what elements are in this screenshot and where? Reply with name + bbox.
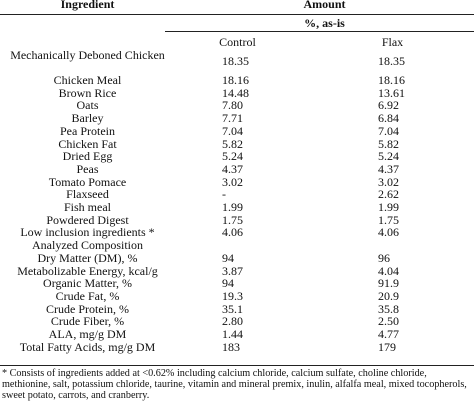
control-value: 7.80 — [222, 98, 243, 113]
control-value: 18.35 — [222, 54, 249, 68]
control-value: 4.37 — [222, 161, 243, 176]
flax-value: 4.06 — [378, 225, 399, 240]
control-value: 94 — [222, 250, 234, 265]
control-value: 14.48 — [222, 85, 249, 100]
row-label: Low inclusion ingredients * — [20, 225, 155, 240]
flax-value: 7.04 — [378, 123, 399, 138]
flax-value: 4.37 — [378, 161, 399, 176]
flax-value: 6.84 — [378, 111, 399, 126]
row-label: Dried Egg — [62, 149, 113, 164]
rule — [0, 14, 474, 15]
control-value: - — [222, 187, 226, 202]
row-label: Pea Protein — [60, 123, 115, 138]
flax-value: 4.77 — [378, 327, 399, 341]
control-value: 7.71 — [222, 111, 243, 126]
rule — [165, 31, 474, 32]
flax-value: 20.9 — [378, 288, 399, 303]
control-value: 7.04 — [222, 123, 243, 138]
flax-value: 2.50 — [378, 314, 399, 329]
control-value: 3.87 — [222, 263, 243, 278]
row-label: Oats — [76, 98, 99, 113]
row-label: Flaxseed — [66, 187, 109, 202]
control-value: 35.1 — [222, 301, 243, 316]
row-label: Barley — [71, 111, 104, 126]
row-label: Total Fatty Acids, mg/g DM — [19, 339, 156, 354]
header-ingredient: Ingredient — [60, 0, 115, 11]
header-amount: Amount — [303, 0, 346, 11]
row-label: Mechanically Deboned Chicken — [10, 48, 165, 62]
control-value: 1.75 — [222, 212, 243, 227]
row-label: Dry Matter (DM), % — [37, 250, 138, 265]
flax-value: 96 — [378, 250, 390, 265]
flax-value: 2.62 — [378, 187, 399, 202]
control-value: 183 — [222, 339, 240, 354]
header-control: Control — [219, 35, 256, 49]
flax-value: 1.75 — [378, 212, 399, 227]
header-unit: %, as-is — [304, 16, 345, 30]
flax-value: 179 — [378, 339, 396, 354]
control-value: 5.82 — [222, 136, 243, 151]
row-label: Crude Protein, % — [46, 301, 129, 316]
flax-value: 4.04 — [378, 263, 399, 278]
header-flax: Flax — [381, 35, 404, 49]
control-value: 94 — [222, 276, 234, 291]
row-label: Fish meal — [64, 200, 111, 214]
row-label: Analyzed Composition — [32, 238, 143, 253]
control-value: 19.3 — [222, 288, 243, 303]
control-value: 1.99 — [222, 200, 243, 214]
footnote: * Consists of ingredients added at <0.62… — [2, 368, 467, 401]
row-label: ALA, mg/g DM — [48, 327, 127, 341]
rule — [0, 365, 474, 366]
control-value: 18.16 — [222, 73, 249, 87]
row-label: Crude Fat, % — [55, 288, 120, 303]
row-label: Chicken Meal — [53, 73, 122, 87]
flax-value: 35.8 — [378, 301, 399, 316]
row-label: Powdered Digest — [46, 212, 129, 227]
row-label: Tomato Pomace — [48, 174, 127, 189]
control-value: 4.06 — [222, 225, 243, 240]
row-label: Crude Fiber, % — [50, 314, 125, 329]
flax-value: 13.61 — [378, 85, 405, 100]
row-label: Metabolizable Energy, kcal/g — [17, 263, 158, 278]
row-label: Brown Rice — [58, 85, 117, 100]
row-label: Organic Matter, % — [43, 276, 132, 291]
control-value: 1.44 — [222, 327, 243, 341]
flax-value: 5.24 — [378, 149, 399, 164]
row-label: Peas — [76, 161, 99, 176]
flax-value: 1.99 — [378, 200, 399, 214]
flax-value: 18.35 — [378, 54, 405, 68]
flax-value: 6.92 — [378, 98, 399, 113]
control-value: 2.80 — [222, 314, 243, 329]
row-label: Chicken Fat — [58, 136, 117, 151]
flax-value: 18.16 — [378, 73, 405, 87]
flax-value: 3.02 — [378, 174, 399, 189]
control-value: 5.24 — [222, 149, 243, 164]
control-value: 3.02 — [222, 174, 243, 189]
flax-value: 91.9 — [378, 276, 399, 291]
flax-value: 5.82 — [378, 136, 399, 151]
